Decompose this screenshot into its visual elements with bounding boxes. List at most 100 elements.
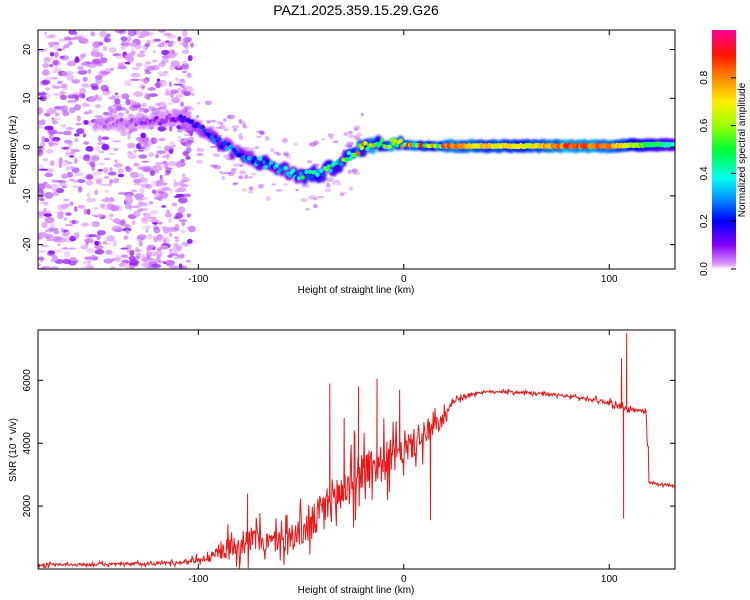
noise-blob: [121, 93, 130, 100]
noise-blob: [158, 30, 166, 33]
noise-blob: [155, 161, 164, 166]
ridge-core: [283, 165, 289, 171]
noise-blob: [49, 160, 55, 166]
noise-blob: [133, 162, 141, 167]
noise-blob: [149, 39, 156, 43]
noise-blob: [154, 82, 163, 89]
noise-blob: [69, 166, 75, 170]
noise-blob: [65, 150, 70, 157]
noise-blob: [145, 229, 149, 233]
ridge-core: [274, 163, 279, 168]
noise-blob: [54, 112, 60, 117]
noise-blob: [141, 102, 147, 108]
noise-blob: [85, 145, 94, 152]
noise-blob: [96, 233, 101, 241]
noise-blob: [88, 258, 92, 265]
noise-blob: [171, 144, 176, 148]
noise-blob: [125, 109, 130, 114]
ridge-core: [320, 172, 326, 177]
ridge-core: [189, 119, 194, 124]
noise-blob: [67, 94, 78, 99]
ridge-core: [108, 123, 113, 129]
noise-blob: [148, 258, 157, 263]
noise-blob: [184, 86, 194, 93]
noise-blob: [223, 128, 229, 132]
y-tick-label: 20: [22, 44, 33, 56]
noise-blob: [57, 48, 63, 51]
noise-blob: [135, 137, 144, 141]
noise-blob: [182, 41, 189, 48]
noise-blob: [62, 130, 72, 136]
noise-blob: [85, 241, 89, 246]
noise-blob: [85, 180, 94, 186]
noise-blob: [44, 229, 54, 233]
noise-blob: [164, 162, 169, 169]
ridge-core: [346, 150, 352, 156]
noise-blob: [133, 91, 144, 97]
noise-blob: [168, 167, 174, 170]
noise-blob: [175, 77, 180, 82]
noise-blob: [63, 217, 68, 221]
noise-blob: [171, 97, 180, 104]
noise-blob: [174, 236, 179, 240]
noise-blob: [139, 187, 145, 195]
noise-blob: [166, 153, 170, 160]
noise-blob: [98, 150, 105, 154]
noise-blob: [230, 168, 237, 172]
noise-blob: [85, 175, 90, 180]
noise-blob: [174, 189, 182, 193]
spectrogram-frame: [37, 29, 676, 270]
ridge-core: [246, 156, 252, 161]
noise-blob: [120, 130, 127, 137]
noise-blob: [221, 176, 225, 180]
noise-blob: [120, 36, 128, 42]
spectrogram-y-label: Frequency (Hz): [8, 116, 19, 185]
colorbar-tick-label: 0.0: [699, 262, 710, 276]
ridge-core: [252, 156, 257, 161]
noise-blob: [100, 199, 110, 202]
noise-blob: [136, 62, 143, 68]
noise-blob: [140, 79, 145, 82]
noise-blob: [51, 254, 58, 262]
spectrogram-y-axis: -20 -10 0 10 20: [22, 44, 675, 252]
noise-blob: [102, 242, 111, 245]
noise-blob: [100, 71, 111, 75]
noise-blob: [53, 139, 59, 146]
noise-blob: [97, 96, 102, 101]
noise-blob: [120, 254, 129, 258]
noise-blob: [123, 235, 129, 240]
ridge-core: [304, 169, 309, 175]
noise-blob: [80, 62, 88, 66]
ridge-core: [93, 124, 98, 129]
ridge-core: [100, 117, 106, 123]
noise-blob: [148, 93, 158, 97]
noise-blob: [60, 227, 64, 232]
noise-blob: [321, 138, 326, 141]
noise-blob: [110, 108, 118, 114]
noise-blob: [62, 45, 66, 51]
noise-blob: [151, 180, 160, 187]
noise-blob: [45, 236, 50, 239]
noise-blob: [82, 222, 89, 226]
noise-blob: [112, 218, 121, 224]
ridge-core: [306, 174, 311, 179]
noise-blob: [73, 232, 80, 239]
noise-blob: [62, 110, 70, 117]
noise-blob: [40, 119, 46, 125]
noise-blob: [159, 179, 163, 184]
noise-blob: [117, 65, 127, 70]
noise-blob: [143, 79, 149, 84]
noise-blob: [51, 138, 58, 142]
noise-blob: [134, 193, 144, 199]
noise-blob: [161, 205, 167, 208]
x-tick-label: -100: [188, 574, 208, 585]
noise-blob: [250, 172, 257, 176]
noise-blob: [94, 95, 103, 102]
noise-blob: [112, 53, 121, 57]
ridge-core: [113, 123, 119, 128]
noise-blob: [42, 69, 50, 76]
ridge-core: [217, 136, 222, 142]
noise-blob: [141, 165, 151, 173]
noise-blob: [46, 107, 57, 115]
noise-blob: [153, 196, 163, 201]
